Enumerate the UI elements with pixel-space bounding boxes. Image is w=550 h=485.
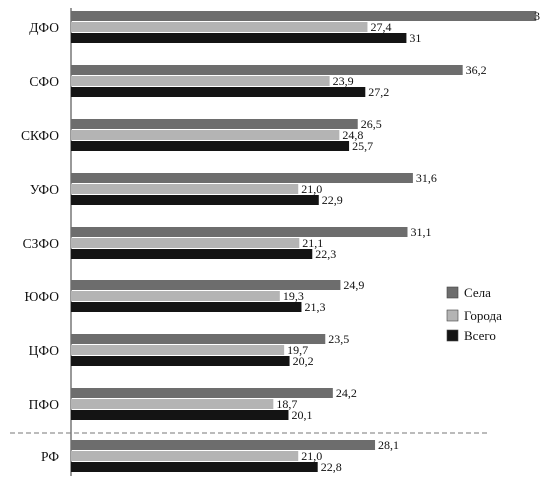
data-label: 31,6	[416, 171, 437, 185]
data-label: 21,0	[301, 449, 322, 463]
data-label: 24,9	[343, 278, 364, 292]
data-label: 27,4	[370, 20, 391, 34]
bar	[71, 119, 358, 129]
bar	[71, 291, 280, 301]
legend-swatch	[446, 329, 459, 342]
category-axis: ДФО СФО СКФО УФО СЗФО ЮФО ЦФО ПФО РФ	[21, 8, 72, 476]
bar	[71, 87, 366, 97]
bar	[71, 130, 340, 140]
bar	[71, 249, 313, 259]
legend-label: Всего	[464, 328, 496, 343]
value-labels: 327,43136,223,927,226,524,825,731,621,02…	[276, 9, 540, 474]
bar	[71, 345, 285, 355]
data-label: 21,0	[301, 182, 322, 196]
data-label: 31,1	[411, 225, 432, 239]
data-label: 26,5	[361, 117, 382, 131]
legend-label: Города	[464, 308, 502, 323]
category-label: РФ	[41, 449, 59, 464]
bar	[71, 440, 376, 450]
bar	[71, 334, 326, 344]
data-label: 20,1	[291, 408, 312, 422]
legend: Села Города Всего	[446, 285, 502, 343]
data-label: 36,2	[466, 63, 487, 77]
bar	[71, 462, 318, 472]
bar	[71, 195, 319, 205]
bar	[71, 141, 350, 151]
data-label: 3	[534, 9, 540, 23]
bar	[71, 65, 463, 75]
data-label: 21,3	[304, 300, 325, 314]
bar	[71, 388, 333, 398]
data-label: 20,2	[293, 354, 314, 368]
category-label: УФО	[30, 182, 59, 197]
bar	[71, 184, 299, 194]
data-label: 21,1	[302, 236, 323, 250]
bar	[71, 399, 274, 409]
data-label: 27,2	[368, 85, 389, 99]
data-label: 24,2	[336, 386, 357, 400]
data-label: 28,1	[378, 438, 399, 452]
category-label: СФО	[29, 74, 59, 89]
data-label: 23,5	[328, 332, 349, 346]
category-label: СЗФО	[23, 236, 60, 251]
bar	[71, 33, 407, 43]
bar	[71, 280, 341, 290]
data-label: 22,8	[321, 460, 342, 474]
category-label: ПФО	[29, 397, 60, 412]
data-label: 24,8	[342, 128, 363, 142]
bar	[71, 410, 289, 420]
bar	[71, 356, 290, 366]
data-label: 22,3	[315, 247, 336, 261]
legend-label: Села	[464, 285, 491, 300]
category-label: ДФО	[29, 20, 59, 35]
data-label: 31	[409, 31, 421, 45]
bar	[71, 227, 408, 237]
category-label: СКФО	[21, 128, 59, 143]
legend-swatch	[446, 286, 459, 299]
category-label: ЦФО	[29, 343, 60, 358]
data-label: 25,7	[352, 139, 373, 153]
category-label: ЮФО	[25, 289, 60, 304]
bars	[71, 11, 537, 472]
data-label: 19,3	[283, 289, 304, 303]
bar	[71, 11, 537, 21]
bar	[71, 22, 368, 32]
data-label: 22,9	[322, 193, 343, 207]
data-label: 23,9	[333, 74, 354, 88]
bar	[71, 76, 330, 86]
bar	[71, 238, 300, 248]
legend-swatch	[446, 309, 459, 322]
bar	[71, 451, 299, 461]
bar	[71, 302, 302, 312]
data-label: 19,7	[287, 343, 308, 357]
data-label: 18,7	[276, 397, 297, 411]
bar	[71, 173, 413, 183]
